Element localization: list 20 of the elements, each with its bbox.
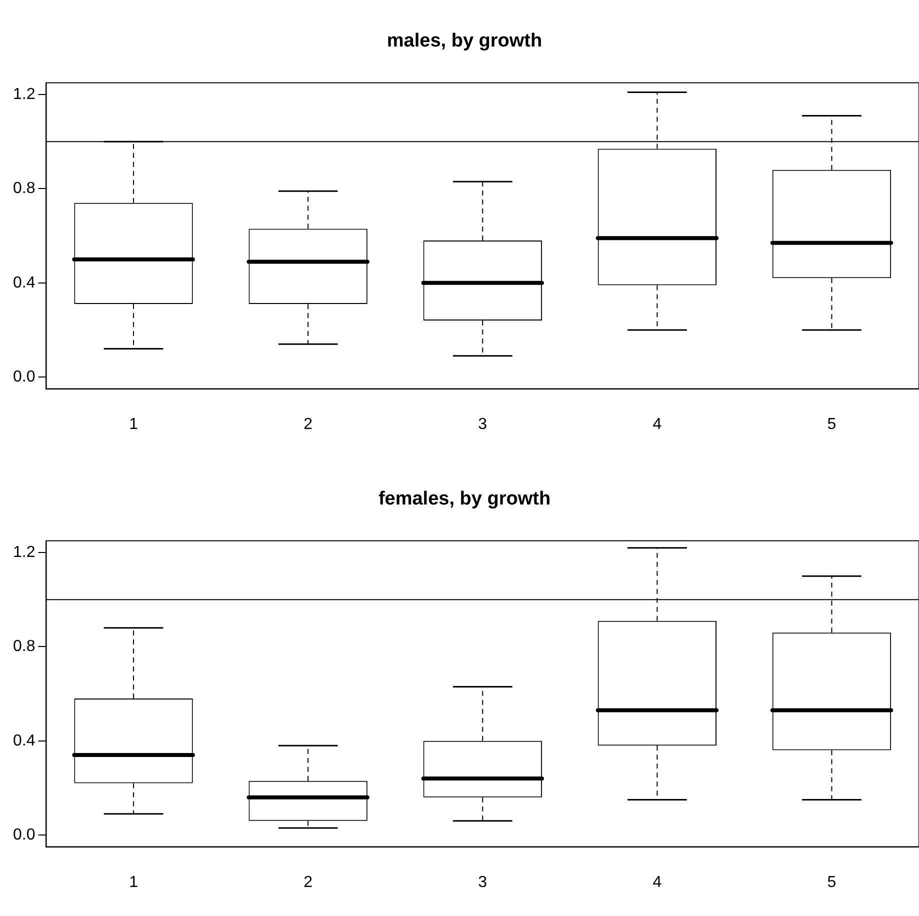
chart-title: females, by growth xyxy=(378,488,551,510)
x-tick-label: 5 xyxy=(827,416,836,433)
x-tick-label: 3 xyxy=(478,416,488,433)
y-tick-label: 0.0 xyxy=(12,826,36,844)
x-tick-label: 1 xyxy=(129,416,138,433)
y-tick-label: 0.4 xyxy=(12,732,36,750)
x-tick-label: 2 xyxy=(304,416,313,433)
x-tick-label: 4 xyxy=(652,874,662,891)
y-tick-label: 0.4 xyxy=(12,274,36,292)
chart-title: males, by growth xyxy=(386,30,542,52)
x-tick-label: 3 xyxy=(478,874,488,891)
y-tick-label: 1.2 xyxy=(12,544,36,561)
y-tick-label: 0.8 xyxy=(12,180,36,198)
y-tick-label: 0.0 xyxy=(12,368,36,386)
x-tick-label: 5 xyxy=(827,874,836,891)
y-tick-label: 1.2 xyxy=(12,86,36,103)
x-tick-label: 4 xyxy=(652,416,662,433)
x-tick-label: 1 xyxy=(129,874,138,891)
y-tick-label: 0.8 xyxy=(12,638,36,656)
x-tick-label: 2 xyxy=(304,874,313,891)
